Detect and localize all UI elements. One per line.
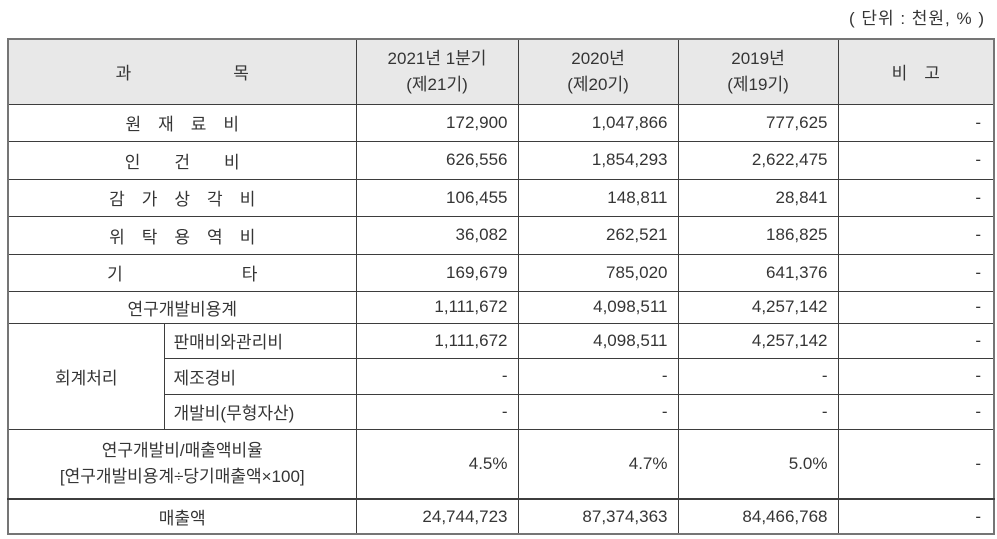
header-2019: 2019년 (제19기) — [677, 38, 839, 105]
header-2021-q1-line2: (제21기) — [406, 74, 468, 94]
item-label-cell: 연구개발비용계 — [7, 290, 357, 324]
value-cell-2020: 1,854,293 — [517, 140, 679, 180]
value-cell-2019: 28,841 — [677, 178, 839, 217]
row-others: 기 타 169,679 785,020 641,376 - — [7, 253, 995, 292]
value-cell-2021q1: 24,744,723 — [355, 498, 519, 535]
value-cell-2020: 4,098,511 — [517, 290, 679, 324]
remark-cell: - — [837, 253, 995, 292]
remark-cell: - — [837, 140, 995, 180]
value-cell-2021q1: 1,111,672 — [355, 290, 519, 324]
item-label-cell: 인 건 비 — [7, 140, 357, 180]
value-cell-2021q1: - — [355, 357, 519, 395]
value-cell-2020: 785,020 — [517, 253, 679, 292]
row-total-rnd-expense: 연구개발비용계 1,111,672 4,098,511 4,257,142 - — [7, 290, 995, 324]
item-sublabel-cell: 개발비(무형자산) — [163, 393, 357, 430]
value-cell-2019: 641,376 — [677, 253, 839, 292]
remark-cell: - — [837, 322, 995, 359]
value-cell-2019: - — [677, 393, 839, 430]
row-labor-cost: 인 건 비 626,556 1,854,293 2,622,475 - — [7, 140, 995, 180]
value-cell-2021q1: 1,111,672 — [355, 322, 519, 359]
header-2021-q1-line1: 2021년 1분기 — [387, 48, 487, 68]
item-label-cell: 원 재 료 비 — [7, 103, 357, 142]
value-cell-2019: 4,257,142 — [677, 290, 839, 324]
item-sublabel-cell: 판매비와관리비 — [163, 322, 357, 359]
value-cell-2020: - — [517, 393, 679, 430]
value-cell-2021q1: 106,455 — [355, 178, 519, 217]
row-sales: 매출액 24,744,723 87,374,363 84,466,768 - — [7, 498, 995, 535]
value-cell-2021q1: 626,556 — [355, 140, 519, 180]
item-label-cell: 위 탁 용 역 비 — [7, 215, 357, 255]
header-2019-line1: 2019년 — [731, 48, 785, 68]
header-item-column: 과 목 — [7, 38, 357, 105]
remark-cell: - — [837, 393, 995, 430]
item-sublabel-cell: 제조경비 — [163, 357, 357, 395]
value-cell-2019: 4,257,142 — [677, 322, 839, 359]
header-2020-line1: 2020년 — [571, 48, 625, 68]
row-outsourced-service-cost: 위 탁 용 역 비 36,082 262,521 186,825 - — [7, 215, 995, 255]
header-2019-line2: (제19기) — [727, 74, 789, 94]
value-cell-2020: 1,047,866 — [517, 103, 679, 142]
row-depreciation: 감 가 상 각 비 106,455 148,811 28,841 - — [7, 178, 995, 217]
header-remarks: 비 고 — [837, 38, 995, 105]
value-cell-2021q1: 36,082 — [355, 215, 519, 255]
remark-cell: - — [837, 357, 995, 395]
item-label-cell: 연구개발비/매출액비율 [연구개발비용계÷당기매출액×100] — [7, 428, 357, 500]
remark-cell: - — [837, 103, 995, 142]
rnd-expense-table: 과 목 2021년 1분기 (제21기) 2020년 (제20기) 2019년 … — [7, 38, 995, 535]
row-manufacturing-expense: 제조경비 - - - - — [8, 357, 995, 395]
remark-cell: - — [837, 428, 995, 500]
row-raw-material-cost: 원 재 료 비 172,900 1,047,866 777,625 - — [7, 103, 995, 142]
table-header-row: 과 목 2021년 1분기 (제21기) 2020년 (제20기) 2019년 … — [7, 38, 995, 105]
value-cell-2020: - — [517, 357, 679, 395]
value-cell-2019: 84,466,768 — [677, 498, 839, 535]
remark-cell: - — [837, 498, 995, 535]
value-cell-2019: 186,825 — [677, 215, 839, 255]
value-cell-2021q1: 4.5% — [355, 428, 519, 500]
value-cell-2021q1: - — [355, 393, 519, 430]
value-cell-2021q1: 169,679 — [355, 253, 519, 292]
value-cell-2020: 148,811 — [517, 178, 679, 217]
value-cell-2020: 4.7% — [517, 428, 679, 500]
value-cell-2019: - — [677, 357, 839, 395]
value-cell-2020: 4,098,511 — [517, 322, 679, 359]
value-cell-2019: 5.0% — [677, 428, 839, 500]
remark-cell: - — [837, 215, 995, 255]
header-2020: 2020년 (제20기) — [517, 38, 679, 105]
value-cell-2019: 777,625 — [677, 103, 839, 142]
remark-cell: - — [837, 290, 995, 324]
ratio-label-line1: 연구개발비/매출액비율 — [101, 440, 263, 460]
row-development-cost-intangible: 개발비(무형자산) - - - - — [8, 393, 995, 430]
row-rnd-to-sales-ratio: 연구개발비/매출액비율 [연구개발비용계÷당기매출액×100] 4.5% 4.7… — [7, 428, 995, 500]
row-selling-admin-expense: 회계처리 판매비와관리비 1,111,672 4,098,511 4,257,1… — [7, 322, 995, 430]
unit-label: ( 단위 : 천원, % ) — [848, 9, 985, 28]
value-cell-2021q1: 172,900 — [355, 103, 519, 142]
remark-cell: - — [837, 178, 995, 217]
header-2021-q1: 2021년 1분기 (제21기) — [355, 38, 519, 105]
ratio-label-line2: [연구개발비용계÷당기매출액×100] — [59, 466, 305, 486]
item-label-cell: 기 타 — [7, 253, 357, 292]
value-cell-2020: 87,374,363 — [517, 498, 679, 535]
value-cell-2019: 2,622,475 — [677, 140, 839, 180]
header-2020-line2: (제20기) — [567, 74, 629, 94]
item-label-cell: 감 가 상 각 비 — [7, 178, 357, 217]
item-label-cell: 매출액 — [7, 498, 357, 535]
value-cell-2020: 262,521 — [517, 215, 679, 255]
accounting-treatment-group-cell: 회계처리 — [7, 322, 165, 430]
